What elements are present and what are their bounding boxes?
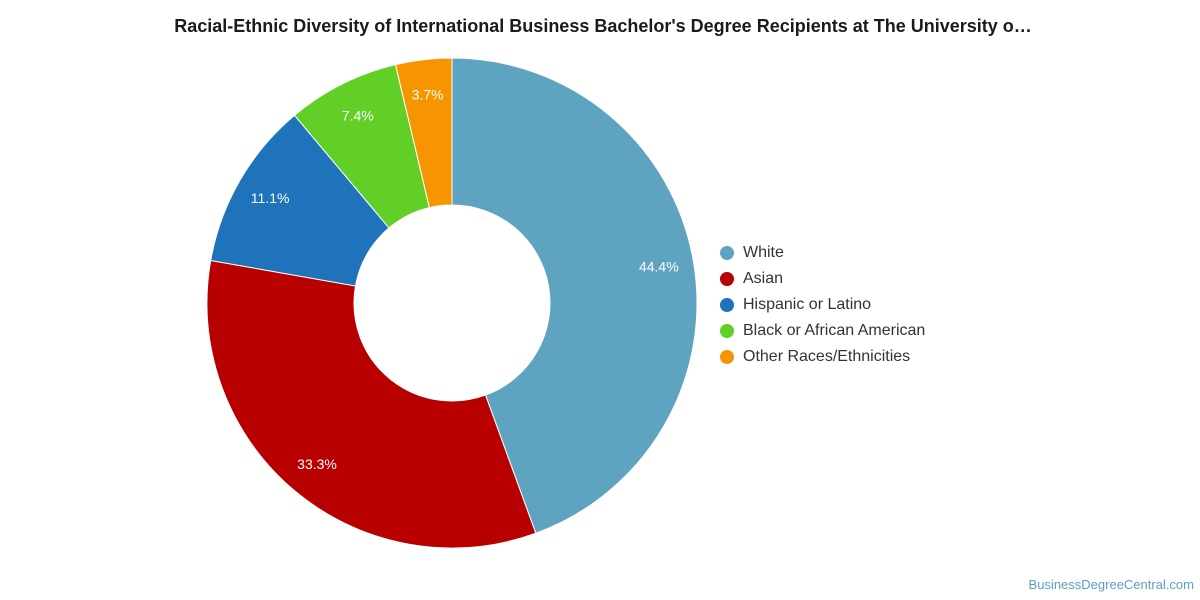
slice-label-hispanic-or-latino: 11.1%: [251, 190, 290, 206]
source-watermark: BusinessDegreeCentral.com: [1028, 577, 1194, 592]
slice-white: [451, 57, 698, 534]
legend-item-hispanic-or-latino[interactable]: Hispanic or Latino: [720, 292, 925, 318]
chart-title: Racial-Ethnic Diversity of International…: [174, 16, 1032, 36]
legend-swatch-icon: [720, 350, 734, 364]
slice-label-white: 44.4%: [639, 259, 679, 275]
slice-label-other-races-ethnicities: 3.7%: [412, 86, 444, 102]
slice-other-races-ethnicities: [394, 57, 453, 209]
legend-item-other-races-ethnicities[interactable]: Other Races/Ethnicities: [720, 344, 925, 370]
legend-label: Black or African American: [743, 322, 926, 339]
legend-label: Hispanic or Latino: [743, 296, 872, 313]
legend-swatch-icon: [720, 324, 734, 338]
legend-item-black-or-african-american[interactable]: Black or African American: [720, 318, 925, 344]
legend-label: Asian: [743, 270, 784, 287]
legend-swatch-icon: [720, 298, 734, 312]
slice-label-asian: 33.3%: [297, 456, 337, 472]
chart-legend: White Asian Hispanic or Latino Black or Afr…: [720, 240, 925, 370]
slice-asian: [206, 259, 537, 549]
slice-label-black-or-african-american: 7.4%: [342, 107, 374, 123]
legend-item-asian[interactable]: Asian: [720, 266, 925, 292]
legend-swatch-icon: [720, 246, 734, 260]
legend-swatch-icon: [720, 272, 734, 286]
legend-label: Other Races/Ethnicities: [743, 348, 911, 365]
legend-label: White: [743, 244, 784, 261]
legend-item-white[interactable]: White: [720, 240, 925, 266]
slice-hispanic-or-latino: [210, 114, 390, 287]
